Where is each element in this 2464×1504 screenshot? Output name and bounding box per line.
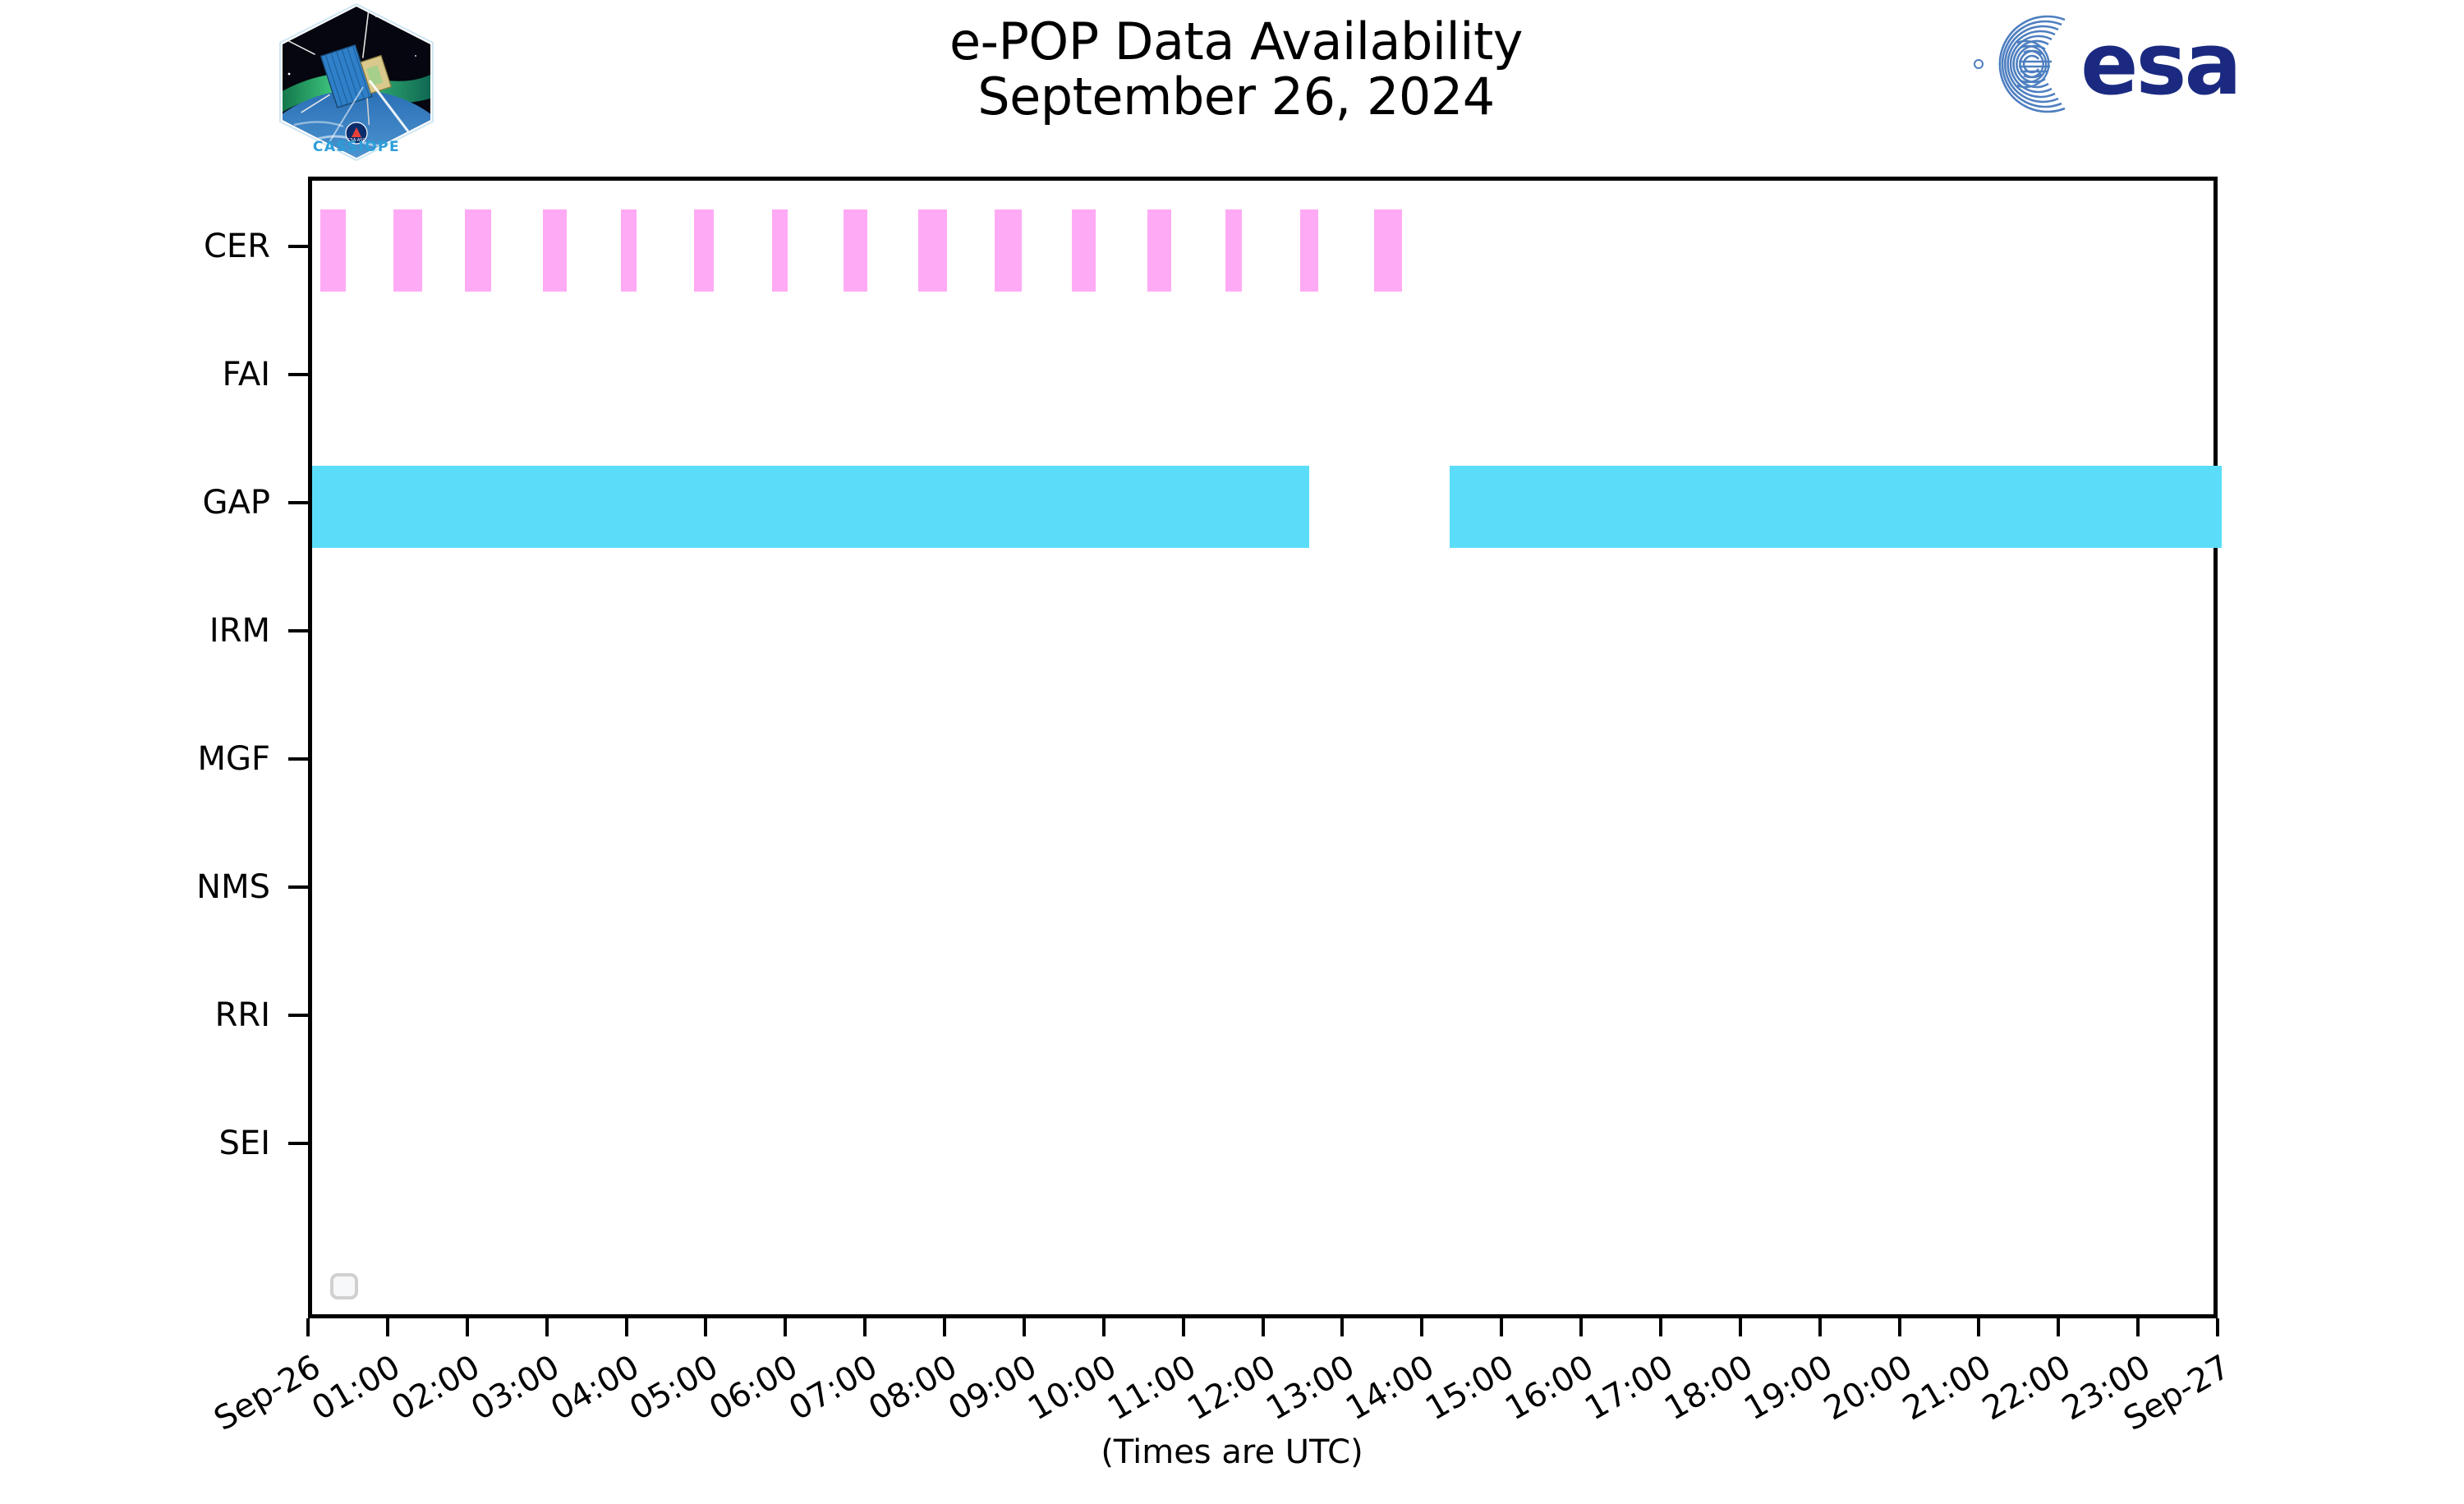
cassiope-patch-text: CASSIOPE [313, 139, 400, 155]
x-tick-mark-7 [863, 1318, 867, 1336]
x-tick-mark-14 [1420, 1318, 1424, 1336]
x-tick-mark-12 [1261, 1318, 1265, 1336]
y-tick-label-gap: GAP [202, 484, 270, 522]
x-tick-mark-22 [2057, 1318, 2061, 1336]
y-tick-mark-nms [288, 885, 308, 889]
y-tick-label-sei: SEI [218, 1125, 270, 1162]
svg-text:CSA·ASC: CSA·ASC [347, 138, 365, 143]
x-tick-mark-15 [1500, 1318, 1504, 1336]
y-tick-mark-mgf [288, 757, 308, 761]
esa-logo-icon: esa [1953, 15, 2323, 113]
y-tick-label-nms: NMS [196, 868, 270, 906]
x-axis-caption: (Times are UTC) [1101, 1433, 1363, 1471]
x-tick-mark-9 [1022, 1318, 1026, 1336]
x-tick-mark-10 [1101, 1318, 1106, 1336]
y-tick-mark-fai [288, 373, 308, 376]
x-tick-mark-24 [2216, 1318, 2219, 1336]
x-tick-mark-8 [943, 1318, 946, 1336]
y-tick-mark-irm [288, 629, 308, 632]
x-tick-mark-3 [545, 1318, 549, 1336]
availability-bar-cer [319, 209, 346, 292]
title-line-2: September 26, 2024 [977, 66, 1495, 126]
x-tick-mark-2 [465, 1318, 469, 1336]
availability-bar-cer [1300, 209, 1319, 292]
y-tick-label-rri: RRI [214, 996, 270, 1034]
y-tick-mark-sei [288, 1142, 308, 1145]
x-tick-mark-4 [624, 1318, 628, 1336]
availability-bar-cer [694, 209, 715, 292]
legend-toggle-chip[interactable] [330, 1273, 358, 1299]
x-tick-mark-6 [784, 1318, 788, 1336]
availability-bar-cer [918, 209, 948, 292]
availability-bar-cer [1225, 209, 1242, 292]
availability-bar-gap [1450, 465, 2222, 549]
y-tick-label-cer: CER [204, 228, 270, 265]
x-tick-mark-21 [1977, 1318, 1981, 1336]
x-tick-mark-18 [1738, 1318, 1742, 1336]
availability-bar-cer [1147, 209, 1172, 292]
x-tick-mark-23 [2136, 1318, 2140, 1336]
plot-bars-container [312, 181, 2222, 1314]
x-tick-mark-5 [704, 1318, 708, 1336]
x-tick-mark-17 [1658, 1318, 1662, 1336]
y-tick-label-fai: FAI [222, 356, 271, 393]
y-tick-label-mgf: MGF [197, 740, 270, 778]
availability-bar-cer [844, 209, 868, 292]
y-tick-mark-gap [288, 501, 308, 504]
x-tick-mark-16 [1579, 1318, 1583, 1336]
availability-bar-cer [1374, 209, 1403, 292]
page-title: e-POP Data Availability September 26, 20… [821, 11, 1651, 126]
availability-bar-gap [312, 465, 1309, 549]
esa-wordmark: esa [2080, 15, 2240, 113]
availability-bar-cer [542, 209, 567, 292]
cassiope-mission-patch-icon: CSA·ASC CASSIOPE [278, 2, 435, 163]
title-line-1: e-POP Data Availability [949, 11, 1524, 71]
availability-bar-cer [620, 209, 637, 292]
availability-bar-cer [771, 209, 788, 292]
page-header: CSA·ASC CASSIOPE e-POP Data Availability… [0, 0, 2464, 177]
availability-bar-cer [393, 209, 422, 292]
availability-bar-cer [995, 209, 1023, 292]
x-tick-mark-19 [1818, 1318, 1822, 1336]
x-tick-mark-1 [385, 1318, 389, 1336]
y-tick-label-irm: IRM [209, 612, 270, 650]
x-tick-mark-0 [306, 1318, 310, 1336]
availability-timeline-plot [308, 177, 2222, 1318]
x-tick-mark-20 [1897, 1318, 1901, 1336]
y-tick-mark-cer [288, 245, 308, 248]
x-tick-mark-13 [1340, 1318, 1345, 1336]
x-tick-mark-11 [1181, 1318, 1185, 1336]
y-tick-mark-rri [288, 1014, 308, 1017]
availability-bar-cer [465, 209, 491, 292]
availability-bar-cer [1072, 209, 1096, 292]
